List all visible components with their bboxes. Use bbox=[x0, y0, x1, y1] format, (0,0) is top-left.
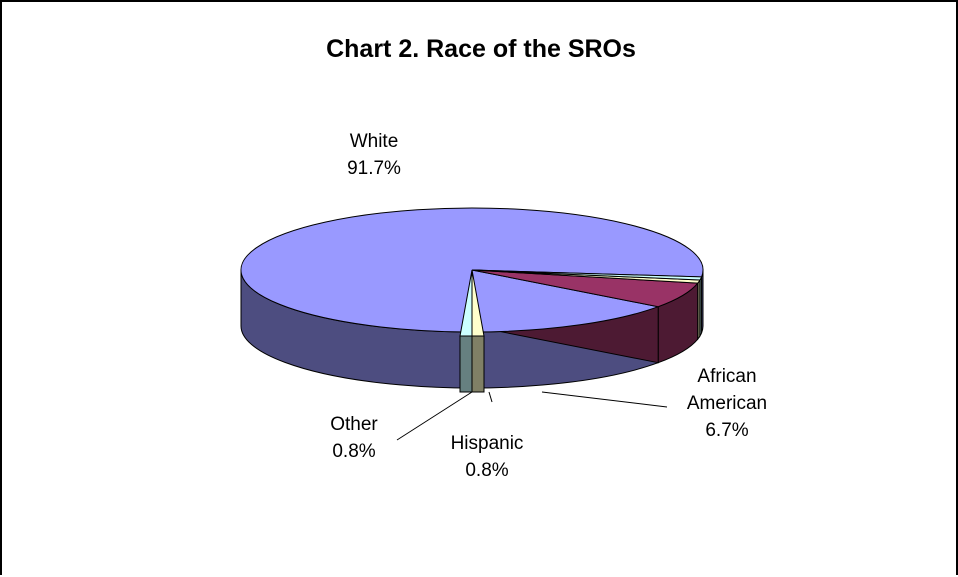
leader-line-other bbox=[396, 391, 473, 441]
data-label-hispanic-value: 0.8% bbox=[465, 460, 508, 481]
data-label-other-value: 0.8% bbox=[332, 441, 375, 462]
pie-side-other bbox=[699, 276, 703, 338]
pie-slice-top-other bbox=[459, 269, 473, 337]
data-label-white-value: 91.7% bbox=[347, 158, 401, 179]
data-label-other: Other bbox=[330, 414, 378, 435]
pie-slice-other bbox=[471, 269, 703, 281]
pie-cut-hispanic bbox=[471, 335, 485, 393]
data-label-hispanic: Hispanic bbox=[451, 433, 524, 454]
leader-line-african-american bbox=[541, 391, 668, 408]
data-label-white: White bbox=[350, 131, 399, 152]
data-label-african-american: American bbox=[687, 393, 767, 414]
data-label-african-american-value: 6.7% bbox=[705, 420, 748, 441]
pie-cut-other bbox=[459, 335, 473, 393]
data-label-african-american: African bbox=[697, 366, 756, 387]
chart-title: Chart 2. Race of the SROs bbox=[326, 35, 636, 63]
leader-line-hispanic bbox=[488, 391, 493, 403]
